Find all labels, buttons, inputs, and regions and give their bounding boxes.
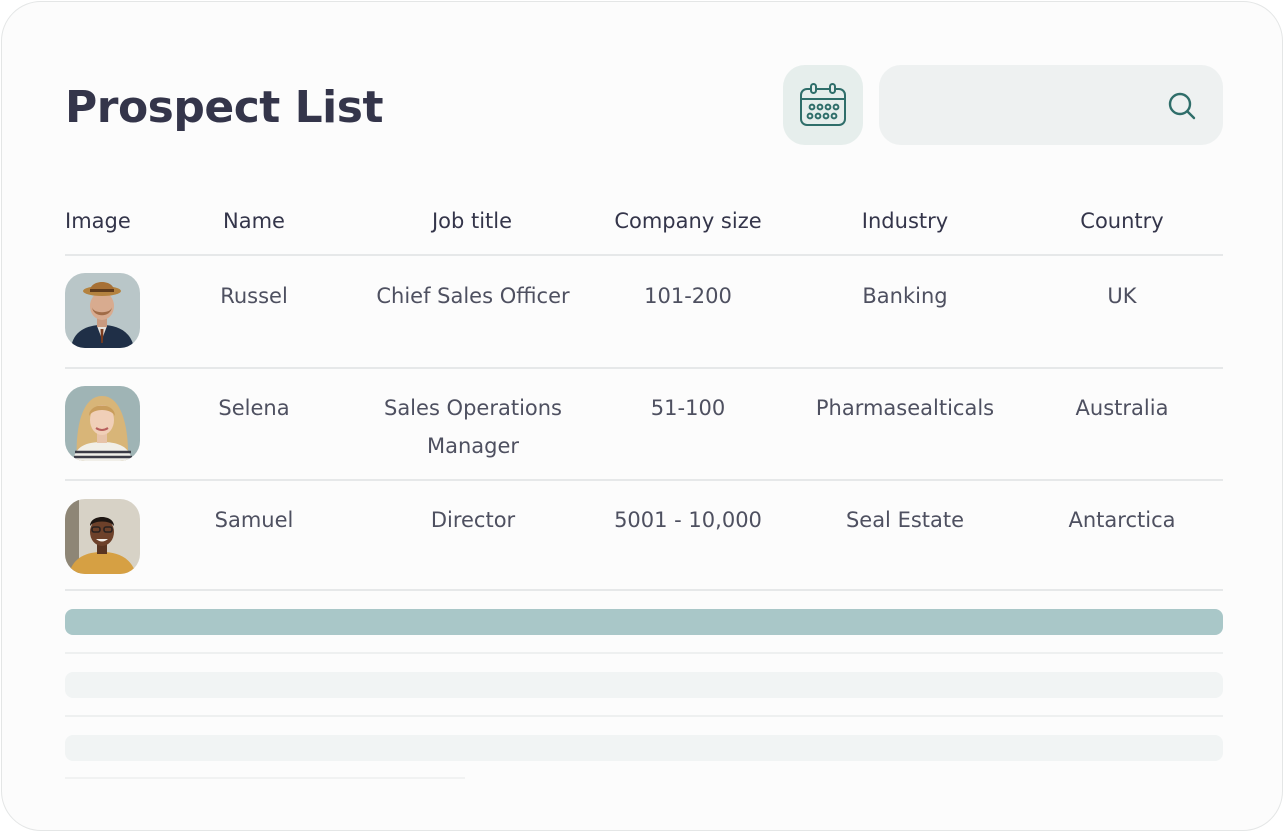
cell-industry: Seal Estate bbox=[845, 508, 965, 532]
cell-country: UK bbox=[1107, 284, 1137, 308]
cell-industry: Banking bbox=[862, 284, 948, 308]
search-input[interactable] bbox=[879, 65, 1149, 145]
row-divider bbox=[65, 589, 1223, 591]
row-divider bbox=[65, 479, 1223, 481]
row-divider bbox=[65, 715, 1223, 717]
row-divider bbox=[65, 652, 1223, 654]
cell-job-title: Chief Sales Officer bbox=[376, 284, 570, 308]
skeleton-row bbox=[65, 672, 1223, 698]
cell-name: Selena bbox=[218, 396, 290, 420]
column-header-country: Country bbox=[1080, 209, 1164, 233]
page-title: Prospect List bbox=[65, 82, 383, 133]
row-divider bbox=[65, 777, 465, 779]
row-divider bbox=[65, 367, 1223, 369]
search-icon[interactable] bbox=[1167, 91, 1197, 121]
skeleton-row bbox=[65, 735, 1223, 761]
cell-job-title: Sales Operations Manager bbox=[383, 396, 563, 458]
avatar-russel bbox=[65, 273, 140, 348]
column-header-company-size: Company size bbox=[614, 209, 762, 233]
cell-country: Australia bbox=[1075, 396, 1169, 420]
avatar-selena bbox=[65, 386, 140, 461]
column-header-industry: Industry bbox=[861, 209, 949, 233]
column-header-name: Name bbox=[223, 209, 285, 233]
cell-country: Antarctica bbox=[1068, 508, 1176, 532]
calendar-button[interactable] bbox=[783, 65, 863, 145]
search-bar bbox=[879, 65, 1223, 145]
header-divider bbox=[65, 254, 1223, 256]
avatar-samuel bbox=[65, 499, 140, 574]
cell-company-size: 101-200 bbox=[644, 284, 732, 308]
calendar-icon bbox=[800, 83, 846, 126]
column-header-job-title: Job title bbox=[431, 209, 513, 233]
cell-company-size: 5001 - 10,000 bbox=[614, 508, 762, 532]
highlighted-row-placeholder[interactable] bbox=[65, 609, 1223, 635]
column-header-image: Image bbox=[65, 209, 131, 233]
cell-company-size: 51-100 bbox=[650, 396, 726, 420]
cell-industry: Pharmasealticals bbox=[815, 396, 995, 420]
cell-name: Russel bbox=[220, 284, 288, 308]
cell-name: Samuel bbox=[214, 508, 294, 532]
cell-job-title: Director bbox=[430, 508, 516, 532]
